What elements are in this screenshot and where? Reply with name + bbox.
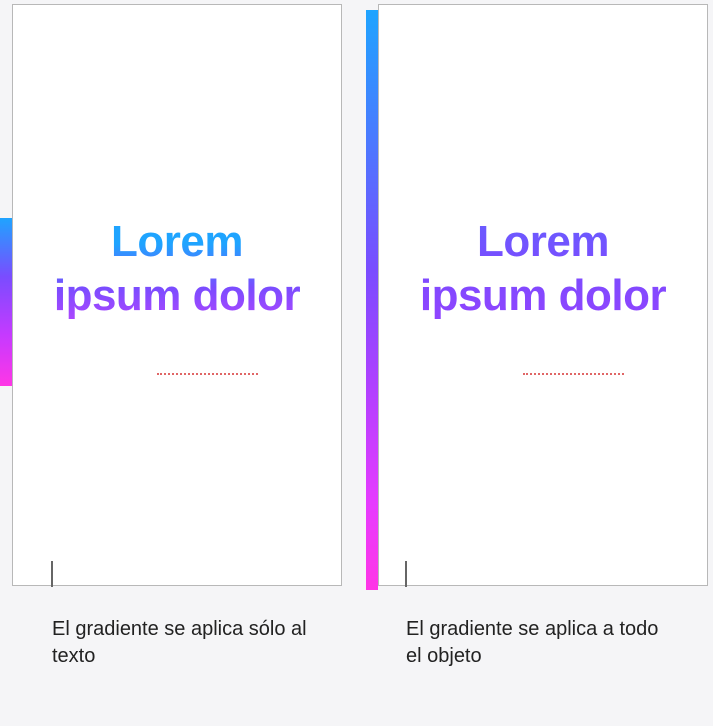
caption-left: El gradiente se aplica sólo al texto — [52, 616, 312, 670]
panel-text-gradient: Lorem ipsum dolor sit amet El gradiente … — [8, 4, 346, 670]
comparison-container: Lorem ipsum dolor sit amet El gradiente … — [8, 4, 712, 670]
text-line: ipsum dolor — [399, 269, 687, 323]
callout-tick — [405, 561, 407, 587]
sample-text-right: Lorem ipsum dolor sit amet — [399, 215, 687, 376]
text-line: ipsum dolor — [33, 269, 321, 323]
text-box-left: Lorem ipsum dolor sit amet — [12, 4, 342, 586]
text-box-right: Lorem ipsum dolor sit amet — [378, 4, 708, 586]
gradient-strip-icon — [366, 10, 378, 590]
caption-right: El gradiente se aplica a todo el objeto — [406, 616, 666, 670]
text-word: sit — [96, 324, 158, 373]
text-line: Lorem — [33, 215, 321, 269]
text-word-underlined: amet — [157, 324, 258, 375]
text-line: sit amet — [33, 322, 321, 376]
text-word-underlined: amet — [523, 324, 624, 375]
sample-text-left: Lorem ipsum dolor sit amet — [33, 215, 321, 376]
gradient-strip-icon — [0, 218, 12, 386]
text-word: sit — [462, 324, 524, 373]
text-line: sit amet — [399, 322, 687, 376]
callout-tick — [51, 561, 53, 587]
text-line: Lorem — [399, 215, 687, 269]
panel-object-gradient: Lorem ipsum dolor sit amet El gradiente … — [374, 4, 712, 670]
